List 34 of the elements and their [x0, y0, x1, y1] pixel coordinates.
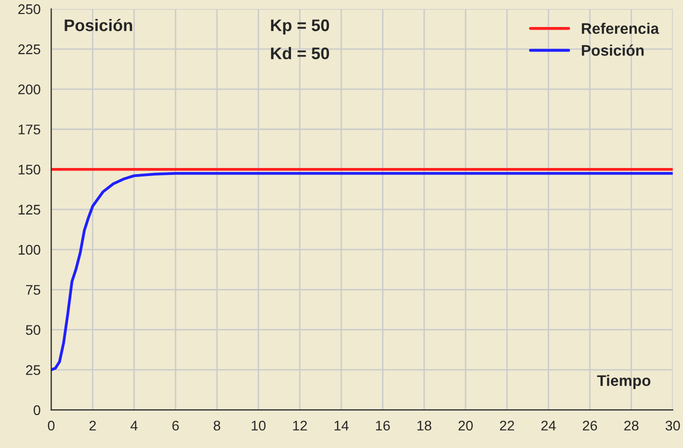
legend-label: Posición: [582, 44, 644, 56]
x-tick-label: 16: [376, 420, 390, 431]
y-tick-label: 50: [26, 325, 40, 335]
x-tick-label: 20: [458, 420, 473, 431]
y-tick-label: 175: [18, 124, 40, 134]
x-tick-label: 14: [334, 420, 349, 430]
x-tick-label: 12: [293, 420, 307, 430]
y-tick-label: 0: [34, 405, 40, 416]
x-tick-label: 28: [624, 420, 638, 431]
line-series: [51, 172, 673, 372]
x-tick-label: 0: [48, 420, 55, 431]
x-tick-label: 10: [252, 420, 266, 431]
x-axis-title: Tiempo: [597, 374, 650, 390]
x-tick-label: 4: [130, 420, 138, 430]
x-tick-label: 6: [172, 420, 179, 431]
x-tick-label: 18: [417, 420, 432, 431]
annotation: Kp = 50: [271, 19, 330, 35]
chart-title: Posición: [64, 18, 132, 32]
x-tick-label: 8: [214, 420, 220, 431]
y-tick-label: 75: [26, 285, 40, 295]
y-tick-label: 100: [18, 244, 40, 255]
x-tick-label: 22: [500, 420, 514, 430]
y-tick-label: 25: [26, 365, 40, 375]
legend-label: Referencia: [582, 22, 660, 34]
y-tick-label: 200: [18, 84, 40, 94]
x-tick-label: 24: [541, 420, 556, 430]
x-tick-label: 30: [666, 420, 680, 431]
annotation: Kd = 50: [271, 47, 330, 60]
x-tick-label: 2: [89, 420, 96, 430]
y-tick-label: 225: [18, 44, 40, 54]
y-tick-label: 125: [18, 204, 40, 215]
y-tick-label: 250: [18, 4, 40, 14]
x-tick-label: 26: [582, 420, 597, 431]
y-tick-label: 150: [18, 164, 40, 175]
